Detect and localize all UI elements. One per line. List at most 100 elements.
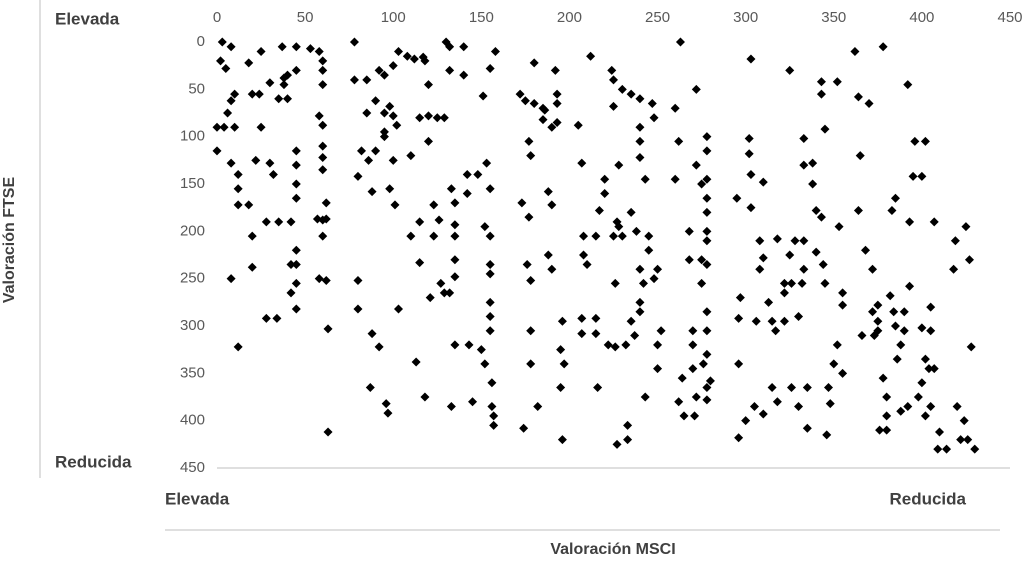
scatter-point: [705, 376, 715, 386]
scatter-point: [896, 340, 906, 350]
scatter-point: [609, 101, 618, 111]
scatter-point: [838, 300, 848, 310]
x-tick-label: 300: [733, 9, 758, 26]
scatter-point: [230, 122, 240, 132]
scatter-point: [254, 89, 264, 99]
scatter-point: [751, 316, 761, 326]
scatter-point: [291, 160, 301, 170]
scatter-point: [697, 179, 707, 189]
scatter-point: [890, 321, 900, 331]
scatter-point: [734, 433, 744, 443]
x-tick-label: 0: [213, 9, 221, 26]
y-axis-top-label: Elevada: [55, 9, 120, 28]
scatter-point: [515, 89, 525, 99]
scatter-point: [318, 165, 328, 175]
x-tick-label: 50: [297, 9, 314, 26]
scatter-point: [233, 200, 243, 210]
scatter-point: [524, 212, 534, 222]
scatter-point: [838, 368, 848, 378]
scatter-point: [653, 340, 663, 350]
scatter-point: [593, 383, 603, 393]
scatter-point: [445, 288, 455, 298]
scatter-point: [609, 231, 618, 241]
scatter-point: [779, 278, 789, 288]
scatter-point: [556, 383, 566, 393]
scatter-point: [529, 58, 539, 68]
scatter-point: [274, 94, 284, 104]
scatter-point: [526, 326, 536, 336]
scatter-point: [963, 435, 973, 445]
scatter-point: [635, 264, 645, 274]
scatter-point: [274, 217, 284, 227]
scatter-point: [291, 42, 301, 52]
scatter-point: [675, 37, 685, 47]
scatter-point: [600, 174, 610, 184]
scatter-point: [688, 326, 698, 336]
scatter-point: [383, 408, 393, 418]
scatter-point: [291, 65, 301, 75]
scatter-point: [450, 231, 460, 241]
scatter-point: [522, 259, 532, 269]
y-tick-label: 400: [180, 412, 205, 429]
scatter-point: [489, 411, 499, 421]
scatter-point: [794, 401, 804, 411]
scatter-point: [635, 152, 645, 162]
scatter-point: [291, 304, 301, 314]
scatter-point: [702, 132, 712, 142]
scatter-point: [291, 278, 301, 288]
scatter-point: [485, 297, 495, 307]
scatter-point: [423, 111, 433, 121]
scatter-point: [816, 89, 826, 99]
scatter-point: [388, 61, 398, 71]
scatter-point: [873, 300, 883, 310]
scatter-point: [825, 399, 835, 409]
scatter-point: [367, 329, 377, 339]
scatter-point: [820, 124, 830, 134]
scatter-point: [834, 222, 844, 232]
scatter-point: [950, 236, 960, 246]
scatter-point: [212, 146, 222, 156]
scatter-point: [318, 231, 328, 241]
scatter-point: [256, 46, 266, 56]
scatter-point: [390, 200, 400, 210]
scatter-point: [603, 340, 613, 350]
x-tick-label: 200: [557, 9, 582, 26]
scatter-point: [908, 171, 918, 181]
scatter-point: [926, 302, 936, 312]
scatter-point: [265, 78, 275, 88]
scatter-point: [688, 364, 698, 374]
scatter-point: [323, 324, 333, 334]
x-axis-title: Valoración MSCI: [550, 541, 675, 558]
x-tick-label: 350: [821, 9, 846, 26]
scatter-point: [822, 430, 832, 440]
scatter-point: [233, 170, 243, 180]
scatter-point: [734, 313, 744, 323]
scatter-point: [423, 136, 433, 146]
scatter-point: [392, 120, 402, 130]
scatter-point: [219, 122, 229, 132]
scatter-point: [314, 274, 324, 284]
scatter-point: [644, 245, 654, 255]
scatter-point: [489, 420, 499, 430]
scatter-point: [556, 345, 566, 355]
scatter-point: [450, 255, 460, 265]
scatter-point: [811, 247, 821, 257]
scatter-point: [734, 359, 744, 369]
scatter-point: [364, 155, 374, 165]
scatter-point: [640, 392, 650, 402]
scatter-point: [379, 127, 389, 137]
scatter-point: [799, 236, 809, 246]
scatter-point: [617, 231, 627, 241]
scatter-point: [279, 80, 289, 90]
scatter-point: [261, 313, 271, 323]
scatter-point: [767, 316, 777, 326]
scatter-point: [291, 179, 301, 189]
scatter-point: [526, 151, 536, 161]
scatter-point: [799, 160, 809, 170]
scatter-point: [746, 170, 756, 180]
scatter-point: [631, 226, 641, 236]
scatter-point: [314, 46, 324, 56]
scatter-point: [485, 326, 495, 336]
scatter-point: [875, 425, 885, 435]
scatter-point: [286, 217, 296, 227]
